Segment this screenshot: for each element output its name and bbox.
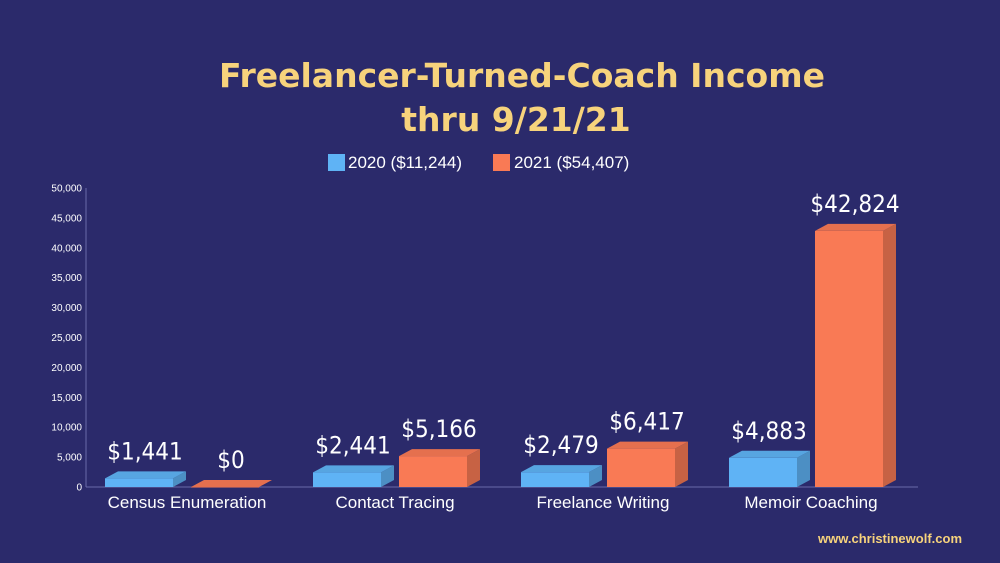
data-label: $5,166 (401, 415, 477, 443)
y-tick-label: 50,000 (51, 184, 82, 195)
bars (105, 223, 896, 488)
y-tick-label: 45,000 (51, 213, 82, 224)
y-tick-label: 25,000 (51, 333, 82, 344)
data-label: $6,417 (609, 408, 685, 436)
category-label: Census Enumeration (108, 493, 267, 512)
bar-side-face (589, 465, 602, 487)
category-label: Contact Tracing (335, 493, 454, 512)
bar-side-face (467, 449, 480, 487)
bar-2020 (105, 478, 173, 487)
bar-top-face (607, 441, 688, 449)
bar-2021 (191, 487, 259, 488)
bar-side-face (173, 471, 186, 487)
bar-2020 (521, 472, 589, 487)
y-tick-label: 15,000 (51, 393, 82, 404)
bar-side-face (797, 450, 810, 487)
bar-top-face (521, 465, 602, 473)
data-label: $2,441 (315, 431, 391, 459)
bar-top-face (191, 480, 272, 487)
chart-title-line-2: thru 9/21/21 (401, 100, 630, 139)
chart-title-line-1: Freelancer-Turned-Coach Income (219, 56, 825, 95)
legend-label-2021: 2021 ($54,407) (514, 153, 629, 172)
bar-top-face (105, 471, 186, 479)
bar-side-face (675, 441, 688, 487)
data-label: $1,441 (107, 437, 183, 465)
bar-side-face (381, 465, 394, 487)
data-label: $4,883 (731, 417, 807, 445)
data-label: $2,479 (523, 431, 599, 459)
y-tick-label: 20,000 (51, 363, 82, 374)
bar-2021 (815, 230, 883, 487)
y-tick-label: 30,000 (51, 303, 82, 314)
data-label: $0 (217, 446, 244, 474)
data-label: $42,824 (810, 190, 899, 218)
y-tick-label: 35,000 (51, 273, 82, 284)
bar-top-face (815, 223, 896, 231)
y-tick-label: 0 (76, 483, 82, 494)
category-label: Freelance Writing (537, 493, 670, 512)
data-labels: $1,441 $0 $2,441 $5,166 $2,479 $6,417 $4,883 $4… (107, 190, 899, 474)
bar-top-face (313, 465, 394, 473)
bar-2020 (729, 457, 797, 487)
y-tick-label: 10,000 (51, 423, 82, 434)
y-tick-label: 40,000 (51, 243, 82, 254)
bar-2021 (607, 448, 675, 487)
bar-top-face (729, 450, 810, 458)
website-footer: www.christinewolf.com (817, 531, 962, 546)
bar-2021 (399, 456, 467, 487)
category-labels: Census Enumeration Contact Tracing Freelan… (108, 493, 878, 512)
bar-2020 (313, 472, 381, 487)
bar-top-face (399, 449, 480, 457)
bar-side-face (883, 223, 896, 487)
legend: 2020 ($11,244) 2021 ($54,407) (328, 153, 629, 172)
category-label: Memoir Coaching (744, 493, 877, 512)
legend-swatch-2020 (328, 154, 345, 171)
legend-label-2020: 2020 ($11,244) (348, 153, 462, 172)
y-tick-label: 5,000 (57, 453, 82, 464)
legend-swatch-2021 (493, 154, 510, 171)
